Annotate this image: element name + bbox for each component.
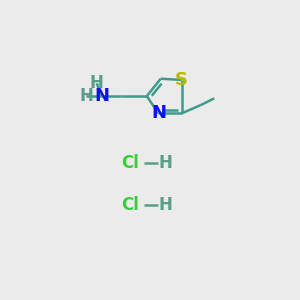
Text: H: H	[158, 196, 172, 214]
Text: H: H	[158, 154, 172, 172]
Text: Cl: Cl	[122, 154, 140, 172]
Text: N: N	[94, 87, 109, 105]
Text: N: N	[151, 104, 166, 122]
Text: S: S	[175, 71, 188, 89]
Text: Cl: Cl	[122, 196, 140, 214]
Text: H: H	[90, 74, 104, 92]
Text: H: H	[80, 87, 93, 105]
